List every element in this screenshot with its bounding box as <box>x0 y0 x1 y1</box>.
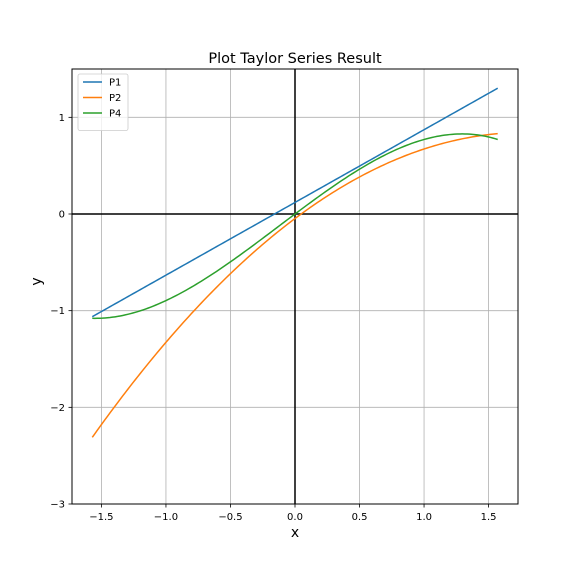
x-tick-label: −0.5 <box>218 512 242 523</box>
series-line-p1 <box>91 87 499 318</box>
y-tick-label: 1 <box>59 113 65 124</box>
chart-title: Plot Taylor Series Result <box>208 51 382 67</box>
legend-label-p4: P4 <box>109 109 121 120</box>
series-line-p4 <box>92 133 498 320</box>
y-tick-label: 0 <box>59 210 65 221</box>
series-layer <box>91 87 499 438</box>
legend-label-p1: P1 <box>109 78 121 89</box>
y-tick-label: −3 <box>50 500 65 511</box>
y-tick-label: −2 <box>50 403 65 414</box>
x-tick-label: 1.0 <box>416 512 432 523</box>
x-tick-label: −1.5 <box>89 512 113 523</box>
legend-label-p2: P2 <box>109 93 121 104</box>
series-line-p2 <box>91 132 498 438</box>
x-tick-label: 1.5 <box>481 512 497 523</box>
x-tick-label: −1.0 <box>154 512 178 523</box>
x-tick-label: 0.0 <box>287 512 303 523</box>
x-axis-label: x <box>291 525 299 541</box>
legend-box <box>77 73 129 131</box>
legend: P1 P2 P4 <box>77 73 129 131</box>
y-axis-label: y <box>29 277 45 285</box>
x-tick-label: 0.5 <box>352 512 368 523</box>
tick-layer: −1.5 −1.0 −0.5 0.0 0.5 1.0 1.5 −3 −2 −1 0 1 <box>50 113 496 523</box>
y-tick-label: −1 <box>50 306 65 317</box>
